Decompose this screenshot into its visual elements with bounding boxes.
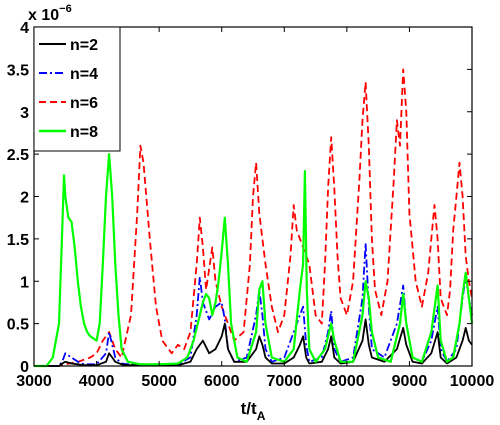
x-tick-label: 6000 [204, 373, 240, 390]
series-line-n2 [34, 318, 473, 367]
y-tick-label: 2 [20, 190, 29, 207]
series-line-n6 [34, 68, 473, 367]
x-tick-label: 8000 [329, 373, 365, 390]
y-tick-label: 3 [20, 105, 29, 122]
legend-label-n6: n=6 [70, 95, 98, 112]
x-tick-label: 4000 [79, 373, 115, 390]
y-multiplier-label: x 10−6 [28, 3, 72, 24]
y-tick-label: 0 [20, 359, 29, 376]
y-tick-label: 0.5 [7, 317, 29, 334]
x-tick-label: 5000 [141, 373, 177, 390]
legend-label-n2: n=2 [70, 37, 98, 54]
x-axis-title: t/tA [241, 399, 266, 423]
legend-label-n4: n=4 [70, 66, 98, 83]
x-axis-title-subscript: A [257, 409, 266, 423]
series-line-n8 [34, 153, 474, 368]
y-tick-label: 1.5 [7, 232, 29, 249]
x-tick-label: 10000 [450, 373, 495, 390]
y-tick-label: 1 [20, 274, 29, 291]
axis-ticks: 3000 4000 5000 6000 7000 8000 9000 10000 0 0.5 1 1.… [7, 20, 495, 390]
series-layer [34, 68, 474, 368]
x-tick-label: 3000 [16, 373, 52, 390]
legend-items: n=2 n=4 n=6 n=8 [39, 37, 98, 141]
x-tick-label: 7000 [266, 373, 302, 390]
y-tick-label: 2.5 [7, 147, 29, 164]
y-tick-label: 4 [20, 20, 29, 37]
legend: n=2 n=4 n=6 n=8 [33, 26, 121, 152]
y-multiplier-exponent: −6 [59, 3, 72, 15]
y-tick-label: 3.5 [7, 62, 29, 79]
legend-label-n8: n=8 [70, 124, 98, 141]
x-tick-label: 9000 [392, 373, 428, 390]
